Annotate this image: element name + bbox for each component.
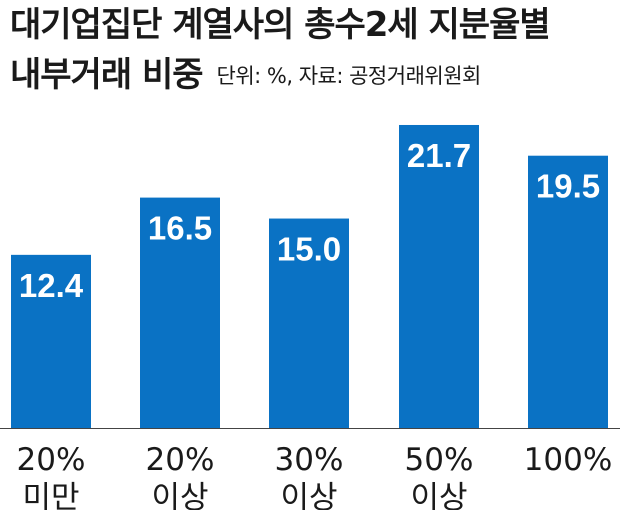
bar-value-label: 12.4	[19, 267, 84, 304]
chart-title-line-1: 대기업집단 계열사의 총수2세 지분율별	[10, 5, 551, 45]
x-tick-label: 100%	[524, 442, 613, 478]
x-tick-label: 미만	[22, 480, 79, 510]
bar	[11, 254, 91, 428]
bar	[269, 218, 349, 428]
x-tick-label: 이상	[151, 480, 208, 510]
bar	[528, 155, 608, 428]
bar-value-label: 21.7	[407, 137, 471, 174]
bar	[140, 197, 220, 428]
chart-title-second-line: 내부거래 비중 단위: %, 자료: 공정거래위원회	[10, 58, 481, 92]
chart-title: 대기업집단 계열사의 총수2세 지분율별	[10, 5, 551, 45]
x-tick-label: 20%	[17, 442, 86, 478]
x-tick-label: 20%	[146, 442, 215, 478]
x-tick-label: 이상	[280, 480, 337, 510]
bar-value-label: 19.5	[536, 168, 600, 205]
x-tick-label: 이상	[410, 480, 467, 510]
bar-value-label: 16.5	[148, 210, 212, 247]
x-tick-label: 50%	[405, 442, 474, 478]
bar-value-label: 15.0	[277, 231, 341, 268]
chart-title-line-2: 내부거래 비중	[10, 55, 204, 95]
chart-subtitle: 단위: %, 자료: 공정거래위원회	[216, 64, 482, 88]
x-tick-label: 30%	[275, 442, 344, 478]
bar	[399, 124, 479, 428]
